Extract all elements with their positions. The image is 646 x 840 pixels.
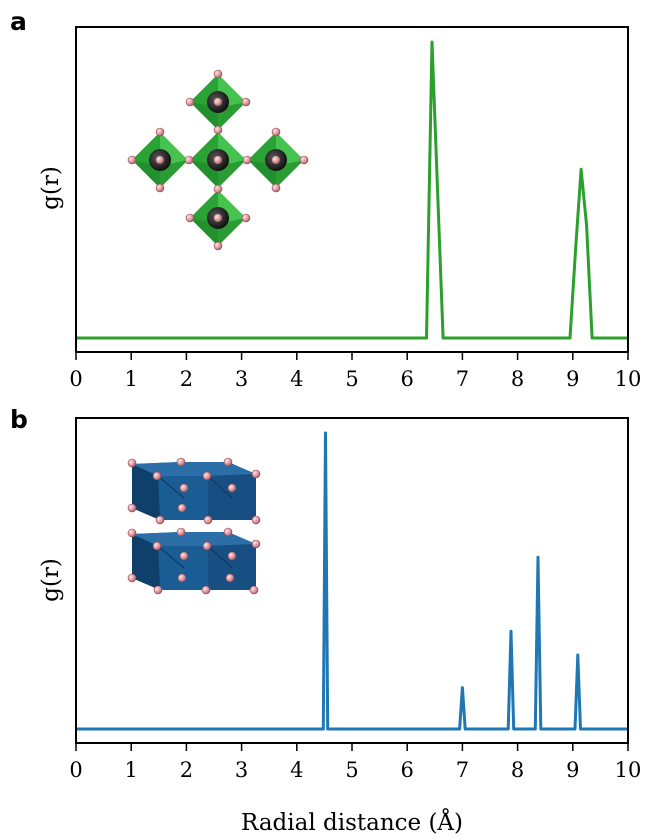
panel-a-frame xyxy=(75,26,629,353)
x-tick-label: 9 xyxy=(566,758,579,782)
octahedron xyxy=(190,132,246,188)
panel-b-x-ticks: 0 1 2 3 4 5 6 7 8 9 10 xyxy=(69,743,641,782)
panel-a-letter: a xyxy=(10,7,27,36)
panel-a-x-ticks: 0 1 2 3 4 5 6 7 8 9 10 xyxy=(69,352,641,391)
x-tick-label: 7 xyxy=(456,758,469,782)
panel-b-ylabel: g(r) xyxy=(38,558,64,602)
octahedron xyxy=(190,190,246,246)
panel-b: b g(r) xyxy=(10,405,641,836)
panel-b-frame xyxy=(75,417,629,744)
x-tick-label: 10 xyxy=(615,758,642,782)
x-axis-label: Radial distance (Å) xyxy=(241,808,463,836)
x-tick-label: 6 xyxy=(401,367,414,391)
octahedron xyxy=(132,132,188,188)
x-tick-label: 0 xyxy=(69,367,82,391)
panel-a-ylabel: g(r) xyxy=(38,166,64,210)
x-tick-label: 5 xyxy=(345,758,358,782)
x-tick-label: 2 xyxy=(180,367,193,391)
x-tick-label: 10 xyxy=(615,367,642,391)
x-tick-label: 3 xyxy=(235,367,248,391)
x-tick-label: 6 xyxy=(401,758,414,782)
panel-a: a g(r) xyxy=(10,7,641,391)
panel-b-letter: b xyxy=(10,405,28,434)
x-tick-label: 1 xyxy=(125,758,138,782)
octahedron xyxy=(190,74,246,130)
x-tick-label: 1 xyxy=(125,367,138,391)
x-tick-label: 5 xyxy=(345,367,358,391)
x-tick-label: 3 xyxy=(235,758,248,782)
series-line xyxy=(76,431,628,731)
x-tick-label: 4 xyxy=(290,367,303,391)
x-tick-label: 4 xyxy=(290,758,303,782)
series-line xyxy=(76,40,628,340)
octahedra-inset-blue xyxy=(127,457,261,595)
x-tick-label: 0 xyxy=(69,758,82,782)
octahedron xyxy=(248,132,304,188)
x-tick-label: 8 xyxy=(511,758,524,782)
x-tick-label: 7 xyxy=(456,367,469,391)
x-tick-label: 2 xyxy=(180,758,193,782)
octahedra-inset-green xyxy=(127,69,309,251)
x-tick-label: 9 xyxy=(566,367,579,391)
x-tick-label: 8 xyxy=(511,367,524,391)
